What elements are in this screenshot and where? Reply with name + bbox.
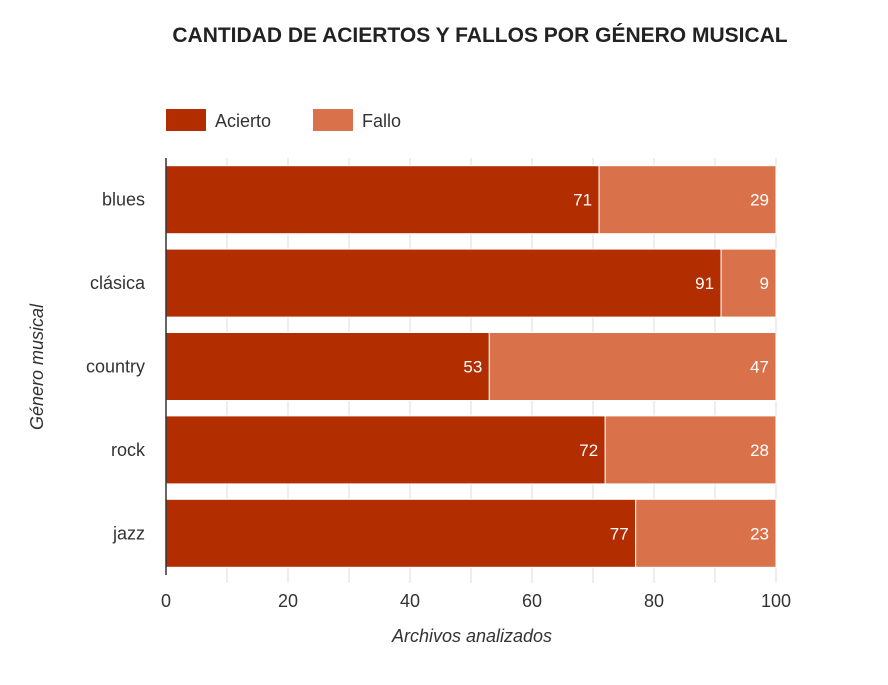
x-tick-label: 40 [400, 591, 420, 611]
category-label: clásica [90, 273, 146, 293]
x-tick-label: 80 [644, 591, 664, 611]
x-tick-labels: 0 20 40 60 80 100 [161, 591, 791, 611]
x-tick-label: 100 [761, 591, 791, 611]
data-label: 77 [610, 524, 629, 543]
bar-fallo-country [488, 332, 777, 401]
data-labels: 71 29 91 9 53 47 72 28 77 23 [463, 191, 769, 544]
bar-acierto-clásica [165, 248, 722, 318]
bar-acierto-country [165, 332, 490, 401]
data-label: 71 [573, 191, 592, 210]
chart-title: CANTIDAD DE ACIERTOS Y FALLOS POR GÉNERO… [172, 24, 787, 47]
bar-fallo-rock [604, 415, 777, 485]
legend-label-acierto: Acierto [215, 111, 271, 131]
bar-acierto-rock [165, 415, 606, 485]
data-label: 91 [695, 274, 714, 293]
category-label: blues [102, 190, 145, 210]
data-label: 28 [750, 441, 769, 460]
data-label: 23 [750, 524, 769, 543]
x-tick-label: 20 [278, 591, 298, 611]
bar-acierto-blues [165, 165, 600, 235]
category-label: rock [111, 440, 146, 460]
legend-swatch-acierto [166, 109, 206, 131]
data-label: 47 [750, 358, 769, 377]
data-label: 72 [579, 441, 598, 460]
legend: Acierto Fallo [166, 109, 401, 131]
legend-label-fallo: Fallo [362, 111, 401, 131]
bar-acierto-jazz [165, 498, 637, 568]
bar-fallo-clásica [720, 248, 777, 318]
legend-swatch-fallo [313, 109, 353, 131]
y-axis-title: Género musical [27, 303, 47, 430]
x-axis-title: Archivos analizados [391, 626, 552, 646]
category-label: country [86, 357, 145, 377]
x-tick-label: 60 [522, 591, 542, 611]
bars [165, 165, 777, 568]
bar-fallo-jazz [635, 498, 777, 568]
category-label: jazz [112, 523, 145, 543]
data-label: 29 [750, 191, 769, 210]
category-labels: blues clásica country rock jazz [86, 190, 146, 544]
x-tick-label: 0 [161, 591, 171, 611]
data-label: 9 [760, 274, 769, 293]
data-label: 53 [463, 358, 482, 377]
bar-fallo-blues [598, 165, 777, 235]
